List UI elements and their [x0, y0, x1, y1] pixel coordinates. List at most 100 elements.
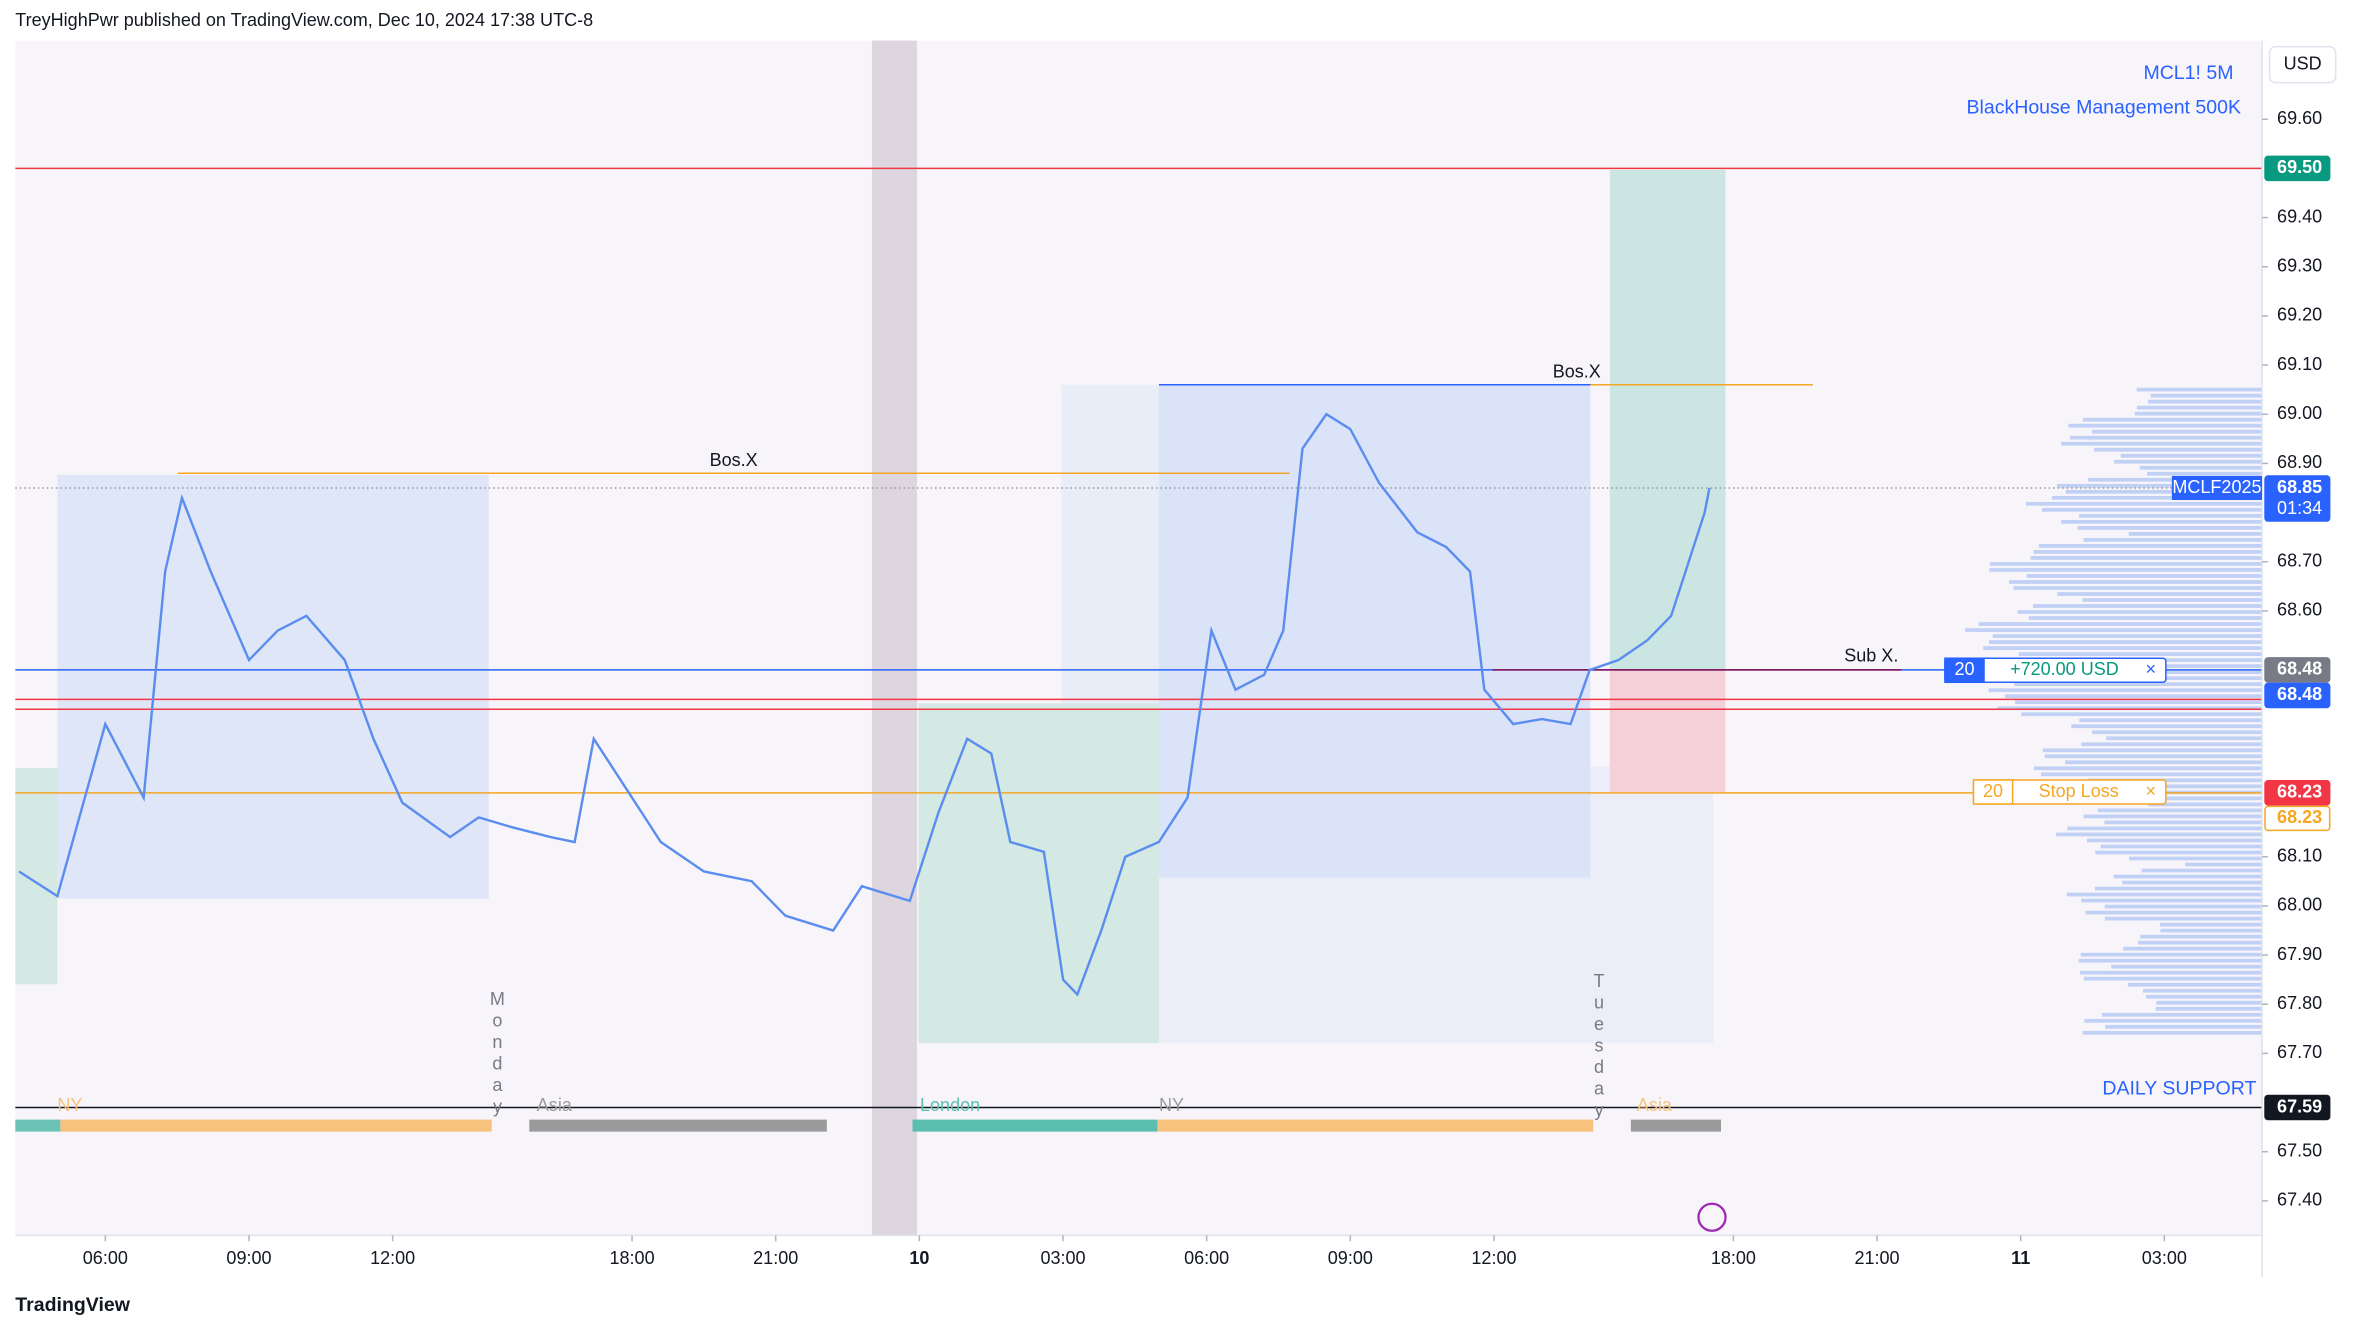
profile-bar [2156, 1000, 2263, 1005]
profile-bar [2185, 862, 2263, 867]
session-label: Asia [537, 1095, 573, 1115]
profile-bar [2128, 531, 2263, 536]
order-qty-box [1944, 657, 1985, 684]
profile-bar [2014, 682, 2263, 687]
profile-bar [2097, 808, 2263, 813]
profile-bar [2094, 886, 2263, 891]
profile-bar [2079, 513, 2263, 518]
profile-bar [2071, 724, 2263, 729]
profile-bar [2104, 904, 2263, 909]
session-label: Asia [1637, 1095, 1673, 1115]
profile-bar [2086, 838, 2263, 843]
profile-bar [2136, 387, 2263, 392]
profile-bar [2052, 495, 2263, 500]
profile-bar [2083, 814, 2263, 819]
profile-bar [1988, 688, 2263, 693]
currency[interactable]: USD [2284, 53, 2322, 73]
profile-bar [2106, 736, 2263, 741]
profile-bar [2038, 544, 2263, 548]
annotation: Bos.X [710, 450, 758, 470]
x-tick-label: 21:00 [1854, 1248, 1899, 1268]
volume-profile [1965, 387, 2263, 1035]
x-tick-label: 18:00 [1711, 1248, 1756, 1268]
session-label: NY [57, 1095, 82, 1115]
x-tick-label: 09:00 [1328, 1248, 1373, 1268]
chart-layer: Bos.X Bos.X Sub X. DAILY SUPPORT NY Asia Londo… [15, 167, 2263, 1121]
profile-bar [2042, 748, 2263, 753]
price-label: 68.85 [2277, 477, 2322, 497]
profile-bar [2087, 778, 2263, 783]
profile-bar [2021, 712, 2263, 717]
symbol-box [2171, 475, 2263, 501]
profile-bar [2127, 982, 2263, 987]
order-label: Stop Loss [2039, 781, 2119, 801]
y-tick-label: 69.60 [2277, 108, 2322, 128]
profile-bar [2111, 964, 2263, 969]
symbol-label: MCLF2025 [2172, 477, 2261, 497]
profile-bar [2056, 832, 2263, 837]
annotation: Sub X. [1844, 645, 1898, 665]
currency-button[interactable] [2268, 45, 2337, 84]
profile-bar [2026, 574, 2263, 578]
profile-bar [2160, 928, 2263, 933]
profile-bar [2081, 898, 2263, 903]
order-close[interactable]: × [2146, 781, 2157, 801]
profile-bar [2082, 417, 2263, 422]
annotation: Bos.X [1553, 361, 1601, 381]
profile-bar [2065, 489, 2263, 494]
profile-bar [2041, 507, 2263, 512]
profile-bar [2044, 754, 2263, 759]
profile-bar [1992, 634, 2263, 638]
profile-bar [2082, 598, 2263, 602]
order-qty: 20 [1954, 659, 1974, 679]
price-label-box [2264, 805, 2331, 832]
stop-zone [1609, 670, 1726, 792]
x-tick-label: 12:00 [1471, 1248, 1516, 1268]
y-tick-label: 67.40 [2277, 1190, 2322, 1210]
profile-bar [2148, 399, 2263, 404]
alert-icon[interactable] [1697, 1202, 1727, 1232]
y-tick-label: 69.20 [2277, 305, 2322, 325]
profile-bar [1983, 646, 2263, 650]
profile-bar [2123, 946, 2263, 951]
price-label: 68.48 [2277, 659, 2322, 679]
price-label-box [2264, 1094, 2331, 1121]
profile-bar [2080, 952, 2263, 957]
session-bar [60, 1119, 492, 1132]
y-tick-label: 69.00 [2277, 403, 2322, 423]
x-tick-label: 06:00 [1184, 1248, 1229, 1268]
profile-bar [2041, 772, 2263, 777]
profile-bar [2114, 459, 2263, 464]
profile-bar [2122, 880, 2263, 885]
profile-bar [2150, 393, 2263, 398]
profile-bar [2095, 850, 2263, 855]
zone [1158, 384, 1591, 878]
order-qty-box [1972, 779, 2014, 805]
price-line [18, 412, 1711, 997]
profile-bar [2078, 958, 2263, 963]
zones [15, 40, 1726, 1236]
profile-bar [1989, 568, 2263, 572]
order-qty: 20 [1983, 781, 2003, 801]
price-label-box [2264, 682, 2331, 709]
profile-bar [2090, 784, 2263, 789]
zone [918, 703, 1159, 1043]
price-label-box [2264, 475, 2331, 522]
x-tick-label: 03:00 [1040, 1248, 1085, 1268]
profile-bar [2148, 802, 2263, 807]
order-close[interactable]: × [2146, 659, 2157, 679]
profile-bar [2018, 652, 2263, 656]
y-tick-label: 67.90 [2277, 944, 2322, 964]
price-label: 68.23 [2277, 782, 2322, 802]
profile-bar [2061, 441, 2263, 446]
profile-bar [2015, 700, 2263, 705]
price-label-box [2264, 780, 2331, 806]
profile-bar [2077, 525, 2263, 530]
profile-bar [2085, 910, 2263, 915]
session-bar [529, 1119, 827, 1132]
profile-bar [2079, 970, 2263, 975]
annotation: DAILY SUPPORT [2102, 1078, 2256, 1100]
countdown: 01:34 [2277, 498, 2322, 518]
profile-bar [2084, 1018, 2263, 1023]
